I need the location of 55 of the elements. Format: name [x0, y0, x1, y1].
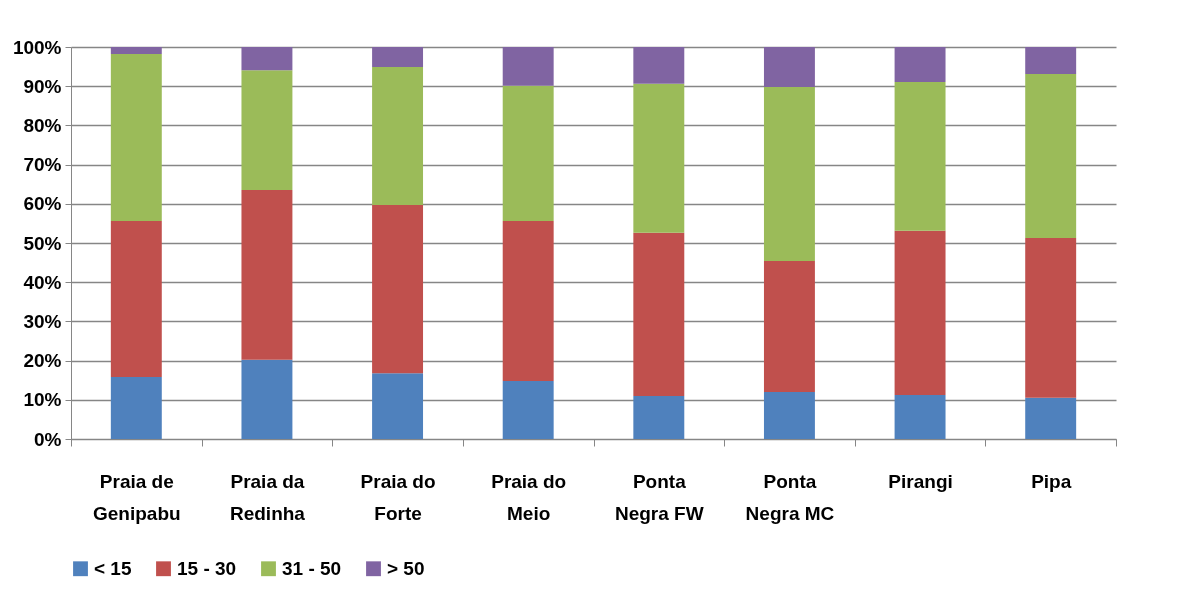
bar [1025, 397, 1077, 439]
bar [633, 395, 685, 439]
x-tick-label: Praia da Redinha [229, 470, 306, 524]
y-tick-label: 30% [23, 310, 62, 332]
bar [372, 373, 424, 439]
y-tick-label: 100% [12, 36, 62, 58]
bar [241, 47, 293, 71]
y-tick-label: 50% [23, 232, 62, 254]
bar [763, 391, 815, 439]
bar [110, 377, 162, 439]
y-tick-label: 90% [23, 75, 62, 97]
y-tick-label: 80% [23, 114, 62, 136]
bar [633, 83, 685, 233]
bar [241, 70, 293, 191]
y-tick-label: 70% [23, 154, 62, 176]
legend-label: < 15 [94, 557, 132, 579]
bar [763, 86, 815, 262]
x-tick-label: Pirangi [888, 470, 953, 492]
bar [241, 359, 293, 439]
bar [763, 47, 815, 87]
bar [372, 204, 424, 374]
x-tick-label: Praia do Forte [360, 470, 436, 524]
bar [894, 230, 946, 396]
bar [894, 47, 946, 82]
x-tick-label: Praia do Meio [491, 470, 567, 524]
bar [1025, 74, 1077, 238]
legend-label: 31 - 50 [282, 557, 342, 579]
bar [502, 221, 554, 381]
y-tick-label: 40% [23, 271, 62, 293]
y-tick-label: 20% [23, 350, 62, 372]
bar [633, 232, 685, 396]
x-tick-label: Ponta Negra MC [745, 470, 835, 524]
bar [633, 47, 685, 84]
x-tick-label: Ponta Negra FW [614, 470, 704, 524]
bar [372, 47, 424, 67]
legend-label: > 50 [387, 557, 425, 579]
bar [763, 261, 815, 392]
bar [894, 81, 946, 231]
legend-label: 15 - 30 [177, 557, 237, 579]
x-tick-label: Praia de Genipabu [93, 470, 181, 524]
bar [1025, 47, 1077, 75]
bar [1025, 237, 1077, 398]
bar [110, 221, 162, 378]
bar [894, 395, 946, 439]
y-tick-label: 10% [23, 389, 62, 411]
bar [372, 66, 424, 205]
x-tick-label: Pipa [1031, 470, 1072, 492]
bar [502, 380, 554, 439]
bar [502, 85, 554, 222]
y-tick-label: 0% [34, 428, 62, 450]
bar [110, 54, 162, 222]
bar [241, 190, 293, 360]
y-tick-label: 60% [23, 193, 62, 215]
bar [110, 47, 162, 55]
bar [502, 47, 554, 86]
